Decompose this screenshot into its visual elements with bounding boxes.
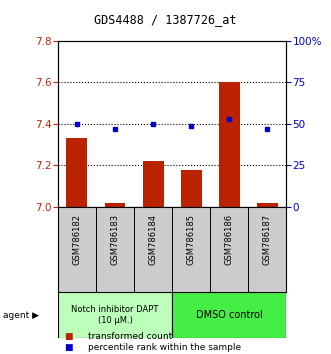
Text: GDS4488 / 1387726_at: GDS4488 / 1387726_at [94, 13, 237, 26]
Text: Notch inhibitor DAPT
(10 μM.): Notch inhibitor DAPT (10 μM.) [71, 306, 159, 325]
Bar [143, 161, 164, 207]
Bar [181, 170, 202, 207]
Bar [219, 82, 240, 207]
Text: GSM786187: GSM786187 [263, 214, 272, 265]
Bar [58, 292, 172, 338]
Text: percentile rank within the sample: percentile rank within the sample [88, 343, 241, 352]
Bar [67, 138, 87, 207]
Text: transformed count: transformed count [88, 332, 172, 341]
Bar [172, 292, 286, 338]
Bar [257, 203, 278, 207]
Text: DMSO control: DMSO control [196, 310, 262, 320]
Text: GSM786185: GSM786185 [187, 214, 196, 265]
Text: GSM786186: GSM786186 [225, 214, 234, 265]
Text: GSM786183: GSM786183 [111, 214, 119, 265]
Text: ■: ■ [65, 332, 73, 341]
Bar [105, 203, 125, 207]
Text: ■: ■ [65, 343, 73, 352]
Text: GSM786184: GSM786184 [149, 214, 158, 265]
Text: agent ▶: agent ▶ [3, 310, 39, 320]
Text: GSM786182: GSM786182 [72, 214, 81, 265]
